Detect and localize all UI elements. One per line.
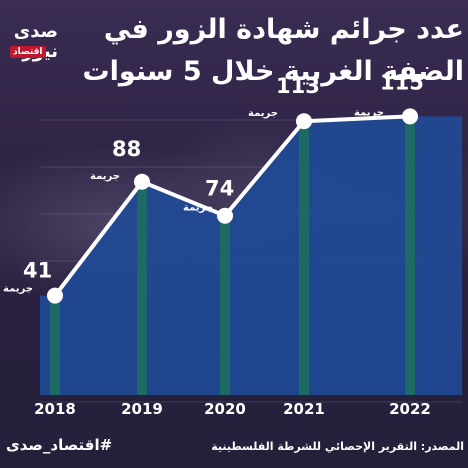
brand-logo-sub: اقتصاد <box>10 46 46 58</box>
bar-2019 <box>137 181 147 395</box>
data-label-2019: 88 <box>112 137 141 161</box>
data-label-2022: 115 <box>380 70 424 94</box>
unit-label-2019: جريمة <box>90 171 120 182</box>
data-point-2019 <box>134 173 150 190</box>
data-label-2021: 113 <box>276 74 320 98</box>
unit-label-2022: جريمة <box>354 107 384 118</box>
data-point-2022 <box>402 108 418 125</box>
data-point-2021 <box>296 113 312 130</box>
x-tick-2022: 2022 <box>389 400 431 418</box>
chart-title-line-1: عدد جرائم شهادة الزور في <box>103 14 464 45</box>
source-note: المصدر: التقرير الإحصائي للشرطة الفلسطين… <box>211 440 464 453</box>
bar-2021 <box>299 121 309 395</box>
x-tick-2019: 2019 <box>121 400 163 418</box>
unit-label-2020: جريمة <box>183 203 213 214</box>
data-label-2020: 74 <box>205 177 234 201</box>
bar-2020 <box>220 215 230 395</box>
unit-label-2021: جريمة <box>248 108 278 119</box>
x-tick-2020: 2020 <box>204 400 246 418</box>
area-fill <box>40 116 462 395</box>
hashtag: #اقتصاد_صدى <box>6 436 113 454</box>
x-tick-2018: 2018 <box>34 400 76 418</box>
bar-2022 <box>405 116 415 395</box>
data-point-2018 <box>47 287 63 304</box>
data-point-2020 <box>217 207 233 224</box>
bar-2018 <box>50 295 60 395</box>
data-label-2018: 41 <box>23 259 52 283</box>
x-tick-2021: 2021 <box>283 400 325 418</box>
brand-logo: صدى نيوز اقتصاد <box>0 20 58 62</box>
chart-title-line-2: الضفة الغربية خلال 5 سنوات <box>82 56 464 87</box>
unit-label-2018: جريمة <box>3 284 33 295</box>
